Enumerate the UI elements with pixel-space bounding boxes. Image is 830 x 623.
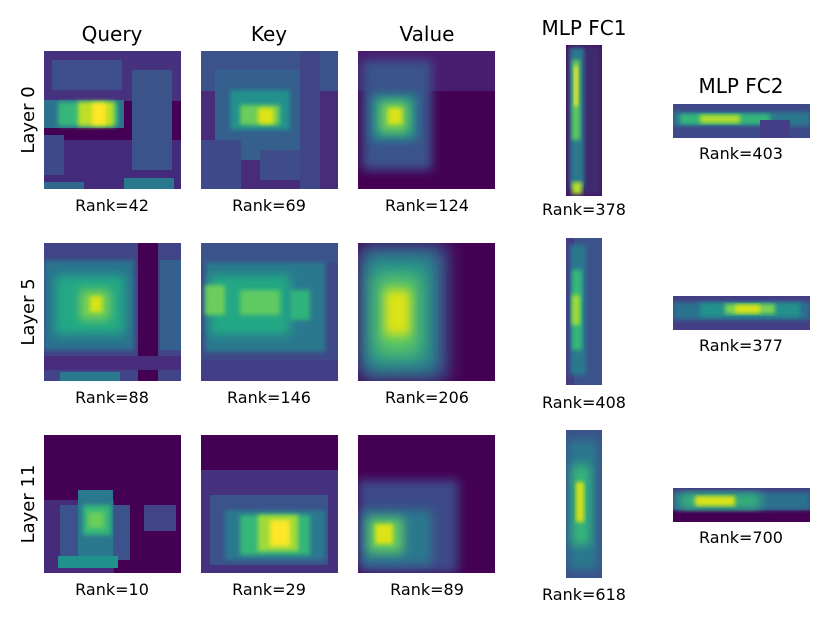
rank-label-layer5-query: Rank=88 <box>75 388 149 407</box>
heatmap-layer0-key <box>201 51 338 189</box>
rank-label-layer0-mlp-fc2: Rank=403 <box>699 144 783 163</box>
rank-label-layer11-mlp-fc2: Rank=700 <box>699 528 783 547</box>
rank-label-layer11-mlp-fc1: Rank=618 <box>542 585 626 604</box>
heatmap-layer5-value <box>358 243 495 381</box>
rank-label-layer11-value: Rank=89 <box>390 580 464 599</box>
heatmap-layer5-mlp-fc1 <box>566 238 602 385</box>
heatmap-layer5-query <box>44 243 181 381</box>
heatmap-layer11-query <box>44 435 181 573</box>
rank-label-layer0-mlp-fc1: Rank=378 <box>542 200 626 219</box>
heatmap-layer5-key <box>201 243 338 381</box>
rank-label-layer5-value: Rank=206 <box>385 388 469 407</box>
rank-label-layer0-query: Rank=42 <box>75 196 149 215</box>
row-label-layer-11: Layer 11 <box>18 465 39 544</box>
rank-label-layer11-key: Rank=29 <box>232 580 306 599</box>
heatmap-layer11-mlp-fc2 <box>673 488 810 522</box>
heatmap-layer0-value <box>358 51 495 189</box>
heatmap-layer5-mlp-fc2 <box>673 296 810 330</box>
row-label-layer-5: Layer 5 <box>18 278 39 345</box>
heatmap-layer11-key <box>201 435 338 573</box>
column-title-mlp-fc2: MLP FC2 <box>698 74 783 98</box>
heatmap-layer11-value <box>358 435 495 573</box>
column-title-value: Value <box>400 22 455 46</box>
heatmap-layer0-mlp-fc2 <box>673 104 810 138</box>
rank-label-layer11-query: Rank=10 <box>75 580 149 599</box>
rank-label-layer5-key: Rank=146 <box>227 388 311 407</box>
heatmap-layer0-mlp-fc1 <box>566 45 602 196</box>
rank-label-layer0-value: Rank=124 <box>385 196 469 215</box>
heatmap-layer0-query <box>44 51 181 189</box>
row-label-layer-0: Layer 0 <box>18 86 39 153</box>
column-title-key: Key <box>251 22 287 46</box>
heatmap-layer11-mlp-fc1 <box>566 430 602 578</box>
rank-label-layer5-mlp-fc2: Rank=377 <box>699 336 783 355</box>
column-title-query: Query <box>82 22 143 46</box>
column-title-mlp-fc1: MLP FC1 <box>541 16 626 40</box>
rank-label-layer5-mlp-fc1: Rank=408 <box>542 393 626 412</box>
rank-label-layer0-key: Rank=69 <box>232 196 306 215</box>
